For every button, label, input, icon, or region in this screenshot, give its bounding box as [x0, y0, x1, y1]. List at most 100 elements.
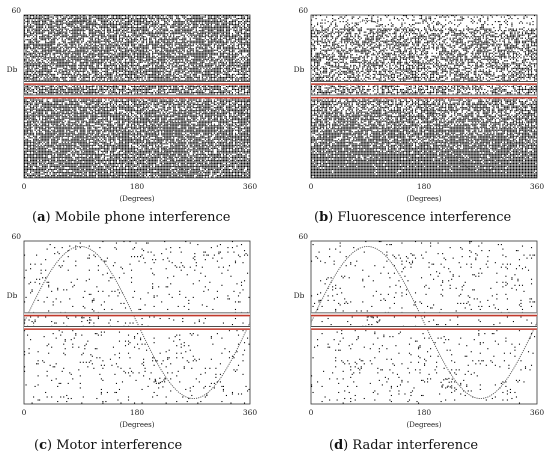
- noise-point: [55, 19, 57, 21]
- noise-point: [165, 21, 167, 23]
- noise-point: [93, 66, 95, 68]
- noise-point: [207, 43, 209, 45]
- noise-point: [75, 37, 77, 39]
- noise-point: [149, 75, 151, 77]
- noise-point: [108, 58, 110, 60]
- noise-point: [63, 79, 65, 81]
- noise-point: [216, 46, 218, 48]
- noise-point: [192, 16, 194, 18]
- noise-point: [183, 15, 185, 17]
- noise-point: [239, 63, 241, 65]
- noise-point: [55, 79, 57, 81]
- noise-point: [96, 45, 98, 47]
- noise-point: [117, 42, 119, 44]
- noise-point: [51, 42, 53, 44]
- noise-point: [58, 66, 60, 68]
- noise-point: [120, 16, 122, 18]
- noise-point: [236, 28, 238, 30]
- noise-point: [161, 48, 163, 50]
- noise-point: [82, 61, 84, 63]
- noise-point: [174, 48, 176, 50]
- noise-point: [183, 66, 185, 68]
- noise-point: [111, 16, 113, 18]
- noise-point: [120, 34, 122, 36]
- noise-point: [99, 75, 101, 77]
- noise-point: [48, 34, 50, 36]
- noise-point: [137, 57, 139, 59]
- noise-point: [224, 51, 226, 53]
- noise-point: [195, 63, 197, 65]
- noise-point: [123, 64, 125, 66]
- noise-point: [99, 67, 101, 69]
- noise-point: [90, 33, 92, 35]
- noise-point: [102, 40, 104, 42]
- noise-point: [165, 30, 167, 32]
- noise-point: [228, 61, 231, 63]
- noise-point: [156, 46, 158, 48]
- noise-point: [243, 37, 246, 39]
- noise-point: [195, 72, 197, 74]
- noise-point: [42, 45, 44, 47]
- noise-point: [31, 61, 33, 63]
- noise-point: [28, 52, 30, 54]
- noise-point: [72, 69, 74, 71]
- noise-point: [203, 57, 205, 59]
- noise-point: [79, 54, 81, 56]
- noise-point: [162, 69, 164, 71]
- noise-point: [51, 73, 53, 75]
- noise-point: [195, 22, 197, 24]
- noise-point: [78, 51, 80, 53]
- noise-point: [67, 58, 69, 60]
- noise-point: [24, 60, 26, 62]
- noise-point: [186, 28, 188, 30]
- noise-point: [97, 15, 99, 17]
- noise-point: [25, 34, 27, 36]
- noise-point: [69, 42, 71, 44]
- noise-point: [132, 22, 134, 24]
- noise-point: [215, 19, 217, 21]
- noise-point: [206, 58, 208, 60]
- noise-point: [171, 33, 173, 35]
- noise-point: [230, 76, 232, 78]
- noise-point: [185, 66, 187, 68]
- noise-point: [69, 73, 71, 75]
- noise-point: [121, 63, 124, 65]
- noise-point: [225, 21, 227, 23]
- noise-point: [94, 25, 96, 27]
- noise-point: [57, 55, 59, 57]
- noise-point: [197, 49, 199, 51]
- noise-point: [111, 67, 113, 69]
- noise-point: [137, 19, 139, 21]
- noise-point: [132, 42, 134, 44]
- noise-point: [201, 27, 203, 29]
- noise-point: [61, 46, 63, 48]
- noise-point: [176, 79, 178, 81]
- noise-point: [133, 39, 136, 41]
- noise-point: [239, 30, 241, 32]
- noise-point: [210, 60, 212, 62]
- noise-point: [171, 25, 173, 27]
- noise-point: [195, 31, 197, 33]
- noise-point: [221, 63, 223, 65]
- noise-point: [231, 55, 234, 57]
- noise-point: [85, 24, 87, 26]
- noise-point: [102, 58, 104, 60]
- noise-point: [66, 34, 68, 36]
- noise-point: [155, 37, 157, 39]
- noise-point: [115, 21, 118, 23]
- noise-point: [162, 76, 164, 78]
- noise-point: [72, 19, 74, 21]
- noise-point: [117, 48, 119, 50]
- noise-point: [228, 79, 231, 81]
- noise-point: [222, 57, 224, 59]
- noise-point: [130, 78, 133, 80]
- noise-point: [204, 51, 206, 53]
- noise-point: [162, 79, 164, 81]
- noise-point: [216, 21, 218, 23]
- noise-point: [37, 24, 39, 26]
- noise-point: [228, 55, 231, 57]
- noise-point: [195, 51, 197, 53]
- noise-point: [126, 73, 128, 75]
- noise-point: [63, 57, 65, 59]
